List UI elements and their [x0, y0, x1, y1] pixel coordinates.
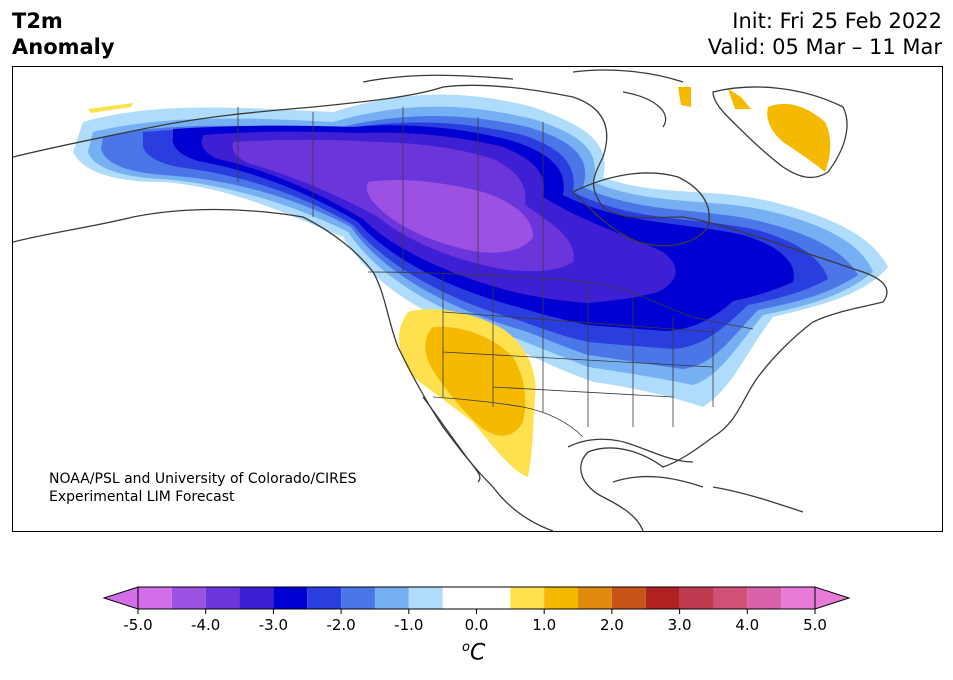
unit-degree-symbol: o [462, 640, 470, 655]
coastline-west [13, 208, 554, 531]
variable-title-line2: Anomaly [12, 35, 115, 59]
colorbar-swatch [645, 587, 680, 609]
colorbar-tick-label: -4.0 [191, 616, 220, 634]
colorbar-extend-high [814, 586, 851, 610]
political-borders [237, 107, 754, 438]
anomaly-shade-warm-10 [425, 326, 526, 436]
coastlines [13, 69, 888, 531]
colorbar-tick-label: 5.0 [803, 616, 827, 634]
anomaly-shade-warm-arctic-2 [728, 89, 751, 109]
credit-line2: Experimental LIM Forecast [49, 489, 235, 505]
colorbar-swatch [781, 587, 815, 609]
colorbar-swatch [747, 587, 782, 609]
colorbar-tick-label: 1.0 [532, 616, 556, 634]
credit-line1: NOAA/PSL and University of Colorado/CIRE… [49, 471, 357, 487]
colorbar-swatch [374, 587, 409, 609]
colorbar: -5.0 -4.0 -3.0 -2.0 -1.0 0.0 1.0 2.0 3.0 4.0 5.0 [102, 586, 851, 634]
date-info: Init: Fri 25 Feb 2022 Valid: 05 Mar – 11… [708, 8, 942, 60]
colorbar-ticks: -5.0 -4.0 -3.0 -2.0 -1.0 0.0 1.0 2.0 3.0 4.0 5.0 [123, 609, 827, 634]
colorbar-swatch [408, 587, 443, 609]
colorbar-swatch [205, 587, 240, 609]
colorbar-tick-label: 0.0 [465, 616, 489, 634]
anomaly-shade-warm-greenland [767, 103, 831, 172]
colorbar-swatch [273, 587, 308, 609]
colorbar-swatch [442, 587, 511, 609]
colorbar-swatches [102, 586, 851, 610]
map-svg [13, 69, 888, 531]
variable-title-line1: T2m [12, 9, 63, 33]
valid-range: Valid: 05 Mar – 11 Mar [707, 35, 942, 59]
credit-text: NOAA/PSL and University of Colorado/CIRE… [49, 470, 357, 506]
coastline-greenland [712, 86, 848, 179]
colorbar-tick-label: -3.0 [259, 616, 288, 634]
anomaly-shade-warm-alaska [88, 103, 133, 113]
colorbar-tick-label: 3.0 [668, 616, 692, 634]
coastline-hudson-bay [571, 172, 710, 247]
colorbar-tick-label: 4.0 [735, 616, 759, 634]
colorbar-tick-label: 2.0 [600, 616, 624, 634]
colorbar-swatch [171, 587, 206, 609]
colorbar-extend-low [102, 586, 139, 610]
anomaly-map [12, 66, 943, 532]
variable-title: T2m Anomaly [12, 8, 115, 60]
anomaly-shade-warm-arctic-1 [678, 87, 691, 107]
colorbar-swatch [611, 587, 646, 609]
anomaly-shade-40 [366, 180, 533, 253]
colorbar-swatch [713, 587, 748, 609]
colorbar-swatch [679, 587, 714, 609]
colorbar-swatch [138, 587, 172, 609]
colorbar-swatch [510, 587, 545, 609]
init-date: Init: Fri 25 Feb 2022 [732, 9, 942, 33]
unit-letter: C [469, 640, 486, 666]
colorbar-swatch [544, 587, 579, 609]
unit-label: oC [462, 640, 485, 665]
colorbar-swatch [341, 587, 375, 609]
coastline-north-america [13, 84, 888, 531]
colorbar-tick-label: -2.0 [326, 616, 355, 634]
coastline-gulf [567, 438, 804, 513]
border-us-mexico [432, 396, 584, 438]
colorbar-swatch [307, 587, 342, 609]
province-lines [312, 107, 544, 279]
state-lines [442, 272, 714, 427]
colorbar-tick-label: -5.0 [123, 616, 152, 634]
colorbar-swatch [239, 587, 274, 609]
coastline-baja [422, 396, 481, 483]
coastline-arctic-islands [362, 69, 684, 128]
border-us-canada [367, 271, 754, 330]
colorbar-tick-label: -1.0 [394, 616, 423, 634]
colorbar-swatch [578, 587, 612, 609]
